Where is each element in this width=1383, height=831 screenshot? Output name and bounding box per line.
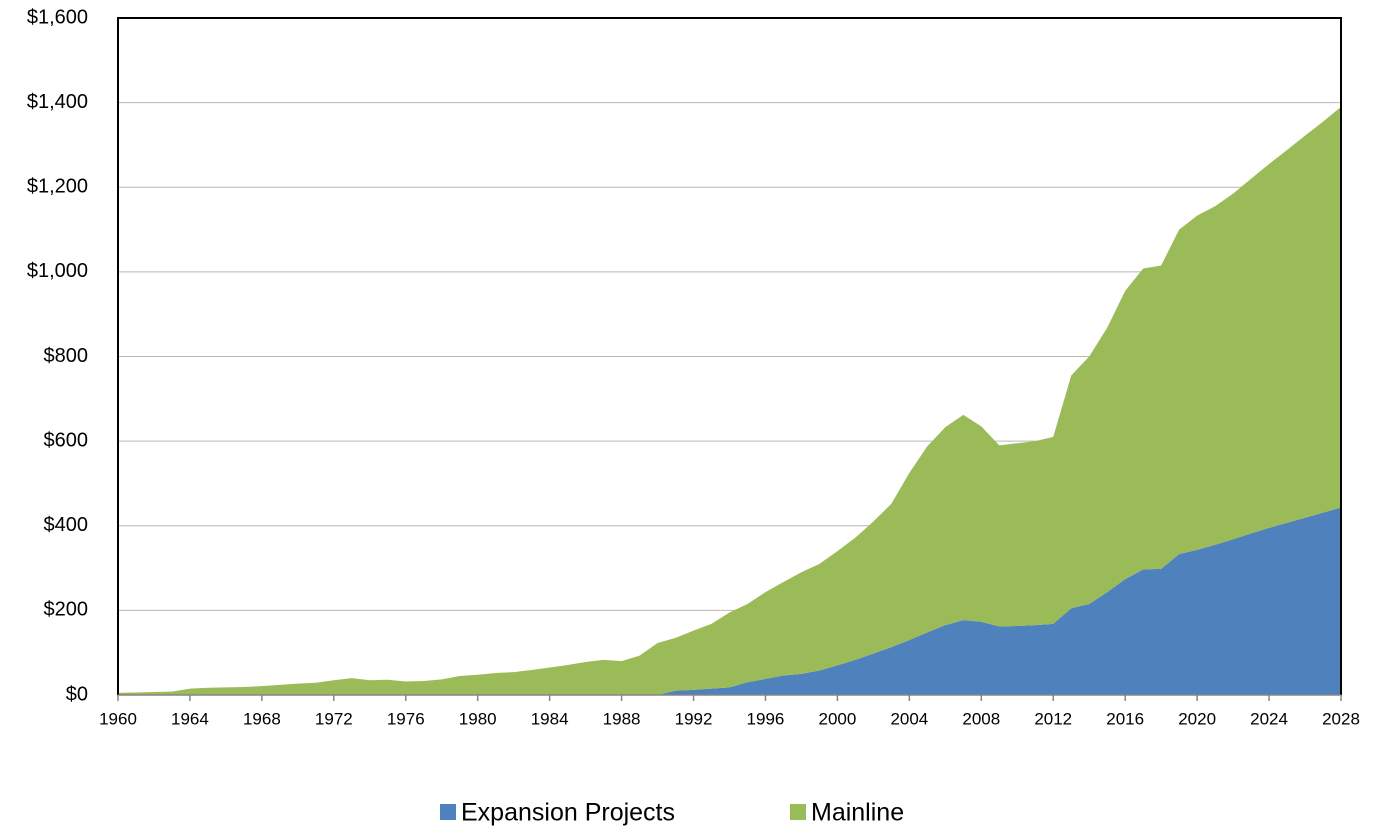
x-tick-label: 2004 xyxy=(890,709,928,728)
legend-label: Expansion Projects xyxy=(461,799,675,827)
x-tick-label: 1988 xyxy=(603,709,641,728)
x-tick-label: 1996 xyxy=(747,709,785,728)
legend-label: Mainline xyxy=(811,799,904,827)
x-tick-label: 2020 xyxy=(1178,709,1216,728)
x-tick-label: 1964 xyxy=(171,709,209,728)
x-tick-label: 1960 xyxy=(99,709,137,728)
x-tick-label: 2012 xyxy=(1034,709,1072,728)
x-tick-label: 1976 xyxy=(387,709,425,728)
y-tick-label: $1,400 xyxy=(27,91,88,113)
area xyxy=(118,507,1341,695)
y-tick-label: $1,000 xyxy=(27,260,88,282)
legend-swatch xyxy=(790,804,806,820)
x-tick-label: 2028 xyxy=(1322,709,1360,728)
legend-swatch xyxy=(440,804,456,820)
x-tick-label: 1980 xyxy=(459,709,497,728)
x-tick-label: 2024 xyxy=(1250,709,1288,728)
y-tick-label: $400 xyxy=(44,514,89,536)
x-tick-label: 2008 xyxy=(962,709,1000,728)
y-tick-label: $1,200 xyxy=(27,176,88,198)
y-tick-label: $0 xyxy=(66,683,88,705)
x-tick-label: 1968 xyxy=(243,709,281,728)
y-tick-label: $800 xyxy=(44,345,89,367)
x-tick-label: 1992 xyxy=(675,709,713,728)
y-tick-label: $1,600 xyxy=(27,6,88,28)
x-tick-label: 1984 xyxy=(531,709,569,728)
plot-border xyxy=(117,17,1342,695)
x-tick-label: 2000 xyxy=(818,709,856,728)
y-tick-label: $600 xyxy=(44,429,89,451)
x-tick-label: 2016 xyxy=(1106,709,1144,728)
y-tick-label: $200 xyxy=(44,599,89,621)
x-tick-label: 1972 xyxy=(315,709,353,728)
area xyxy=(118,106,1341,695)
